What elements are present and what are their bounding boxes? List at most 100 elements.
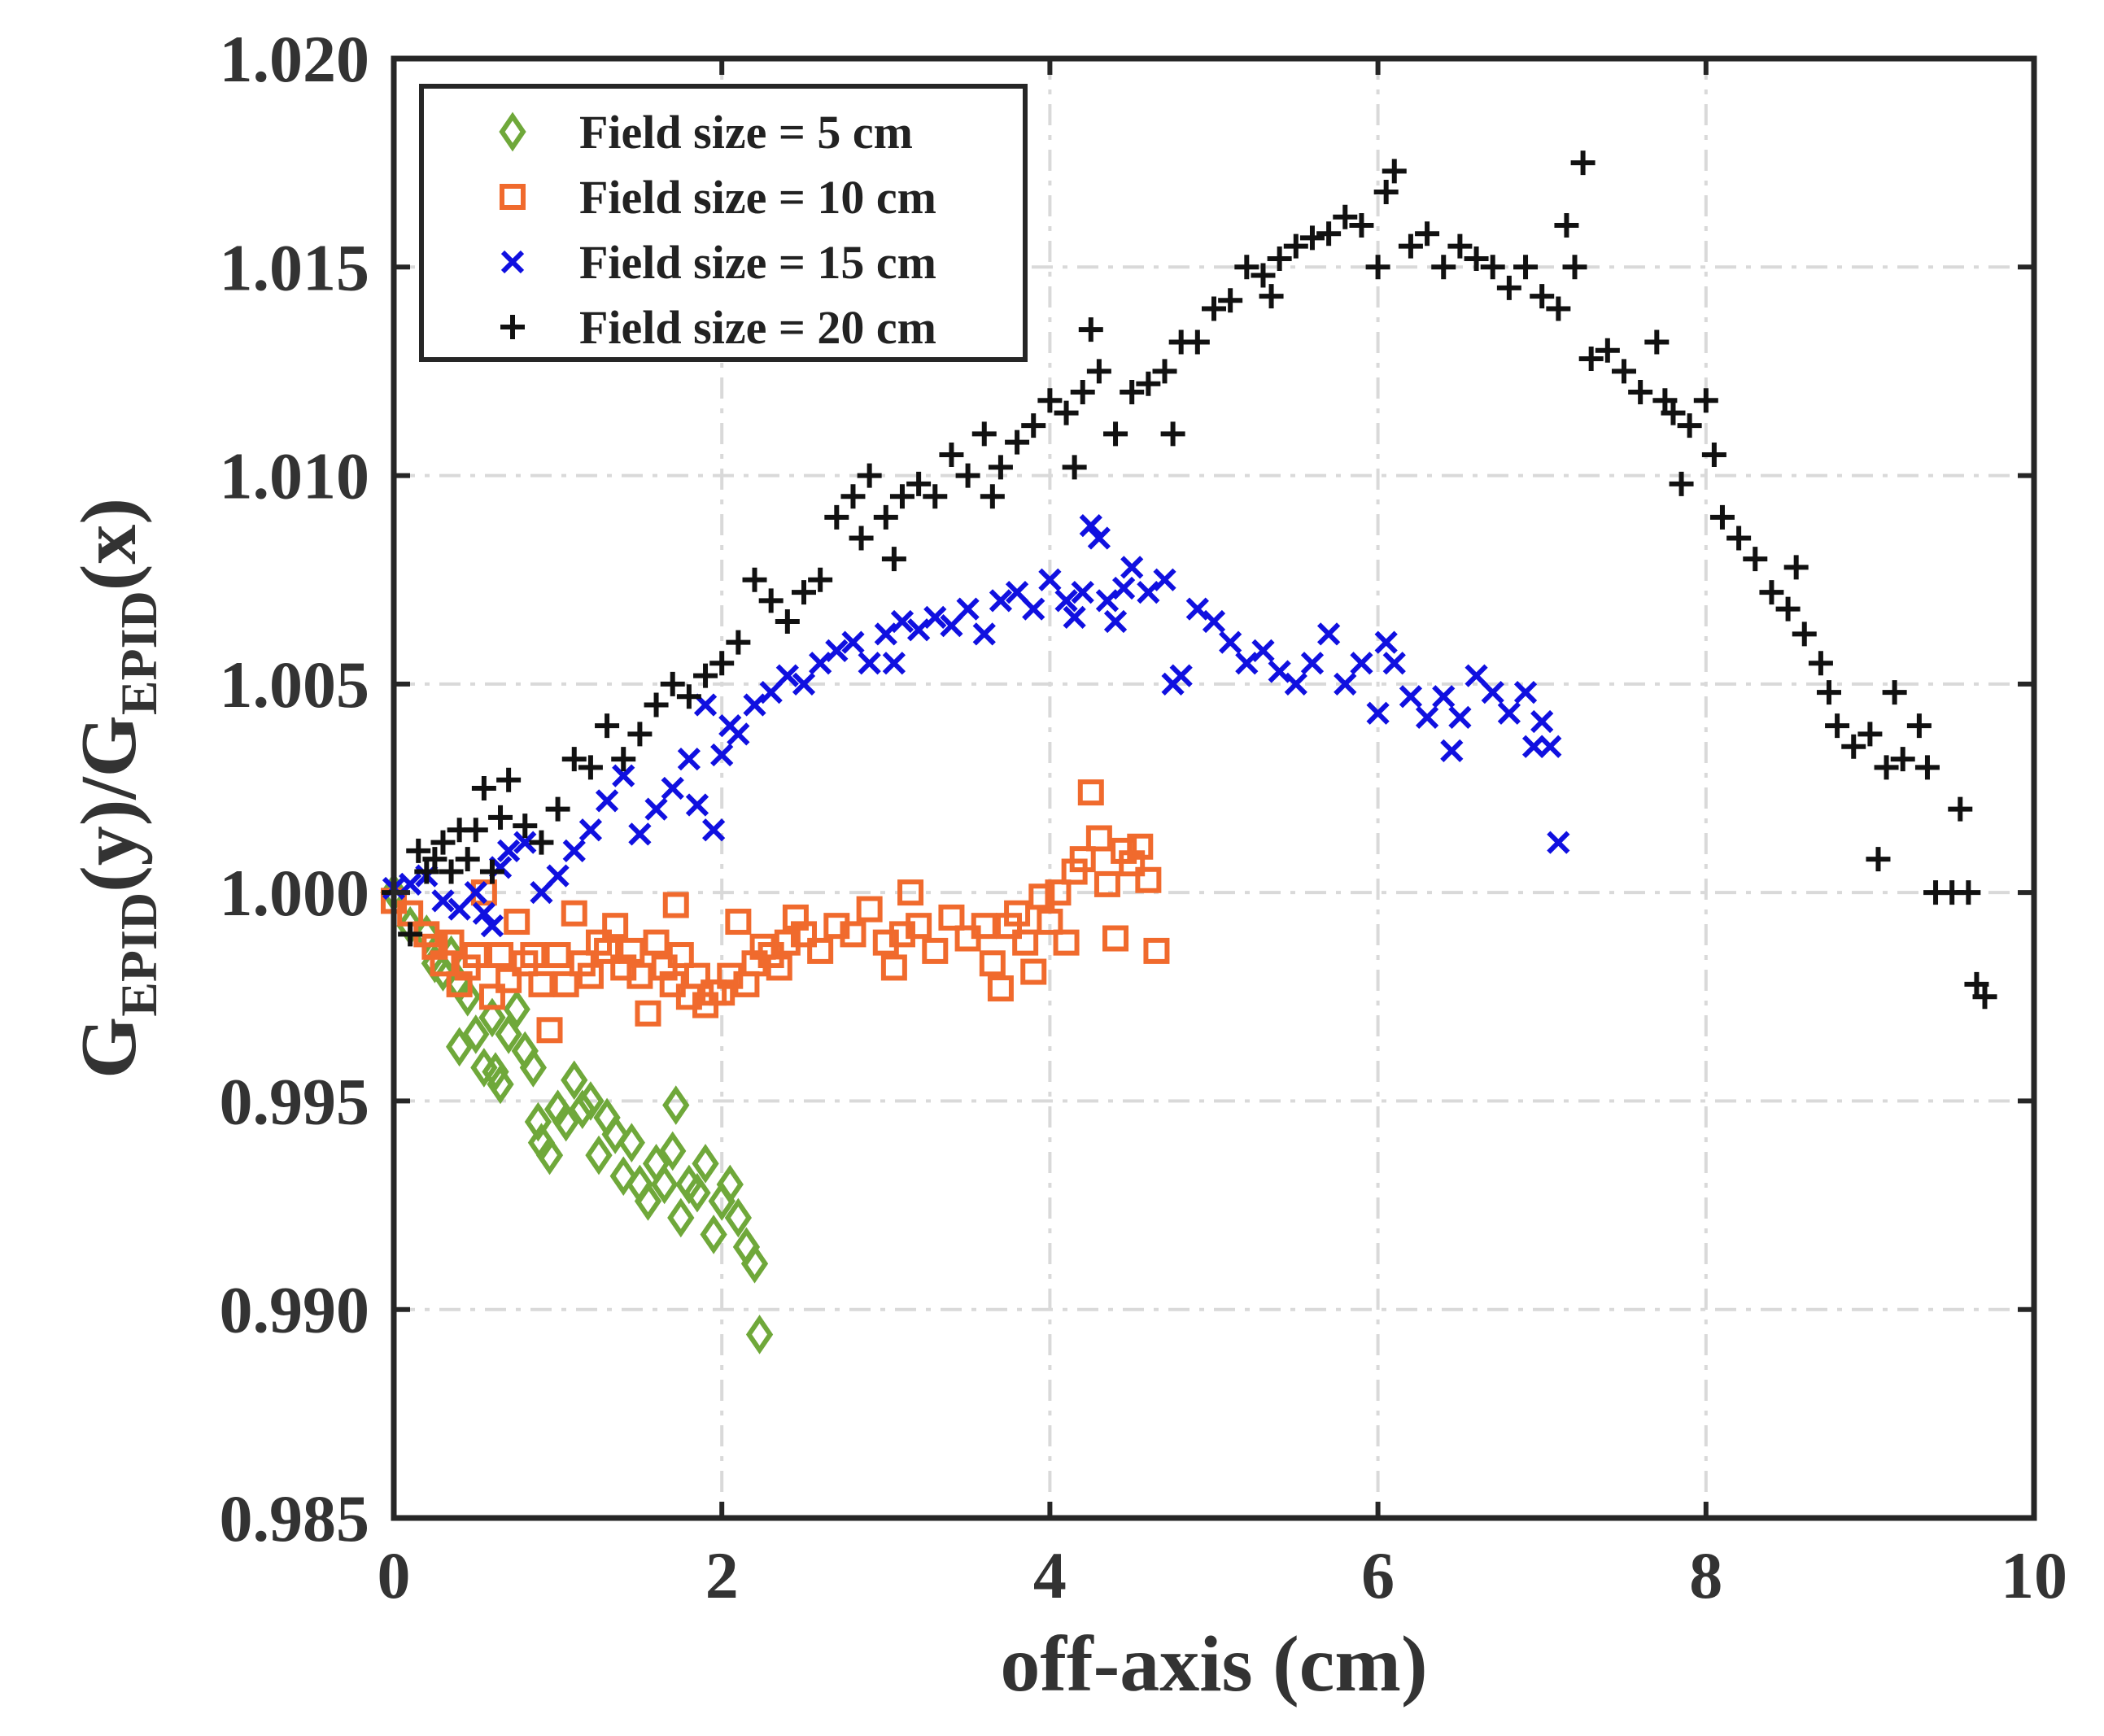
data-point: [1093, 870, 1120, 897]
data-point: [1251, 639, 1275, 662]
data-point: [1085, 825, 1112, 852]
data-point: [561, 747, 587, 772]
data-point: [1054, 400, 1079, 425]
data-point: [1366, 701, 1390, 725]
data-point: [807, 937, 834, 964]
data-point: [1234, 255, 1259, 280]
y-tick-label: 1.015: [220, 230, 370, 304]
data-point: [1235, 652, 1259, 675]
data-point: [1185, 597, 1209, 621]
data-point: [840, 484, 866, 509]
data-point: [1316, 622, 1341, 646]
y-tick-label: 0.990: [220, 1273, 370, 1347]
data-point: [1069, 846, 1096, 873]
data-point: [1447, 233, 1473, 259]
data-point: [535, 1135, 564, 1176]
data-point: [856, 896, 883, 923]
legend-marker: [499, 111, 526, 152]
data-point: [1374, 630, 1398, 654]
data-point: [1513, 255, 1539, 280]
series-3: [382, 513, 1570, 938]
data-point: [890, 609, 914, 634]
data-point: [1283, 233, 1308, 259]
data-point: [743, 693, 766, 717]
data-point: [882, 652, 906, 675]
data-point: [766, 954, 792, 981]
data-point: [792, 672, 816, 696]
data-point: [1062, 455, 1087, 480]
y-tick-label: 1.010: [220, 439, 370, 513]
data-point: [840, 921, 866, 948]
data-point: [1071, 580, 1094, 604]
data-point: [971, 913, 997, 940]
data-point: [775, 664, 799, 687]
data-point: [479, 859, 504, 884]
data-point: [1365, 255, 1390, 280]
data-point: [1202, 609, 1226, 634]
data-point: [1021, 413, 1046, 438]
data-point: [1743, 547, 1768, 572]
data-point: [1709, 504, 1735, 530]
data-point: [858, 652, 881, 675]
y-axis-label: GEPID(y)/GEPID(x): [65, 498, 168, 1079]
data-point: [1554, 213, 1579, 238]
data-point: [1398, 233, 1423, 259]
data-point: [1143, 937, 1170, 964]
data-point: [1137, 580, 1160, 604]
data-point: [906, 471, 932, 496]
data-point: [439, 859, 464, 884]
data-point: [618, 937, 645, 964]
data-point: [1652, 388, 1678, 413]
data-point: [1432, 685, 1456, 709]
data-point: [1972, 984, 1997, 1010]
data-point: [683, 962, 710, 989]
data-point: [478, 997, 506, 1038]
data-point: [809, 652, 832, 675]
data-point: [578, 755, 603, 780]
data-point: [1268, 660, 1291, 683]
data-point: [561, 900, 587, 927]
data-point: [561, 1060, 588, 1101]
data-point: [1399, 685, 1423, 709]
data-point: [725, 909, 752, 936]
data-point: [1914, 755, 1940, 780]
data-point: [513, 831, 537, 854]
data-point: [578, 818, 603, 842]
data-point: [727, 722, 750, 746]
data-point: [808, 567, 833, 592]
data-point: [1783, 555, 1809, 580]
data-point: [446, 1027, 474, 1067]
data-point: [1022, 597, 1045, 621]
data-point: [495, 966, 522, 993]
data-point: [1562, 255, 1587, 280]
data-point: [406, 838, 431, 863]
legend-item: Field size = 10 cm: [500, 171, 936, 224]
legend-marker: [500, 184, 526, 210]
data-point: [989, 589, 1013, 613]
data-point: [1152, 359, 1177, 384]
data-point: [1037, 388, 1063, 413]
data-point: [979, 950, 1006, 977]
data-point: [1808, 651, 1833, 676]
data-point: [398, 922, 423, 947]
y-axis-label-part: G: [65, 1017, 153, 1079]
plot-area-frame: [391, 55, 2037, 1521]
data-point: [1054, 589, 1078, 613]
data-point: [643, 929, 670, 956]
data-point: [1964, 971, 1989, 997]
data-point: [1005, 580, 1029, 604]
data-point: [676, 684, 701, 709]
data-point: [628, 822, 652, 846]
data-point: [1185, 329, 1210, 355]
data-point: [519, 1048, 547, 1088]
series-2: [381, 779, 1170, 1044]
data-point: [1284, 672, 1307, 696]
data-point: [740, 1244, 769, 1284]
data-point: [488, 805, 513, 830]
data-point: [524, 1101, 552, 1142]
data-point: [504, 909, 530, 936]
data-point: [1299, 225, 1325, 251]
y-tick-label: 0.985: [220, 1481, 370, 1555]
data-point: [577, 962, 604, 989]
data-point: [938, 904, 965, 931]
